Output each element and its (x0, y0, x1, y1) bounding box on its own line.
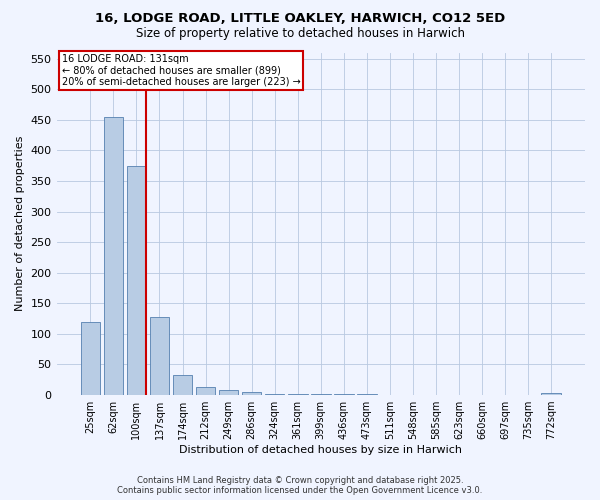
Text: Contains HM Land Registry data © Crown copyright and database right 2025.
Contai: Contains HM Land Registry data © Crown c… (118, 476, 482, 495)
Bar (173, 375, 193, 395)
Bar (127, 166, 146, 395)
Bar (196, 387, 215, 395)
Bar (265, 394, 284, 395)
Bar (80, 322, 100, 395)
Bar (357, 394, 377, 395)
Bar (104, 116, 123, 395)
X-axis label: Distribution of detached houses by size in Harwich: Distribution of detached houses by size … (179, 445, 462, 455)
Text: 16 LODGE ROAD: 131sqm
← 80% of detached houses are smaller (899)
20% of semi-det: 16 LODGE ROAD: 131sqm ← 80% of detached … (62, 54, 301, 88)
Bar (288, 394, 308, 395)
Text: Size of property relative to detached houses in Harwich: Size of property relative to detached ho… (136, 28, 464, 40)
Bar (334, 394, 353, 395)
Bar (242, 392, 262, 395)
Bar (149, 317, 169, 395)
Bar (311, 394, 331, 395)
Y-axis label: Number of detached properties: Number of detached properties (15, 136, 25, 312)
Bar (541, 393, 561, 395)
Text: 16, LODGE ROAD, LITTLE OAKLEY, HARWICH, CO12 5ED: 16, LODGE ROAD, LITTLE OAKLEY, HARWICH, … (95, 12, 505, 26)
Bar (219, 390, 238, 395)
